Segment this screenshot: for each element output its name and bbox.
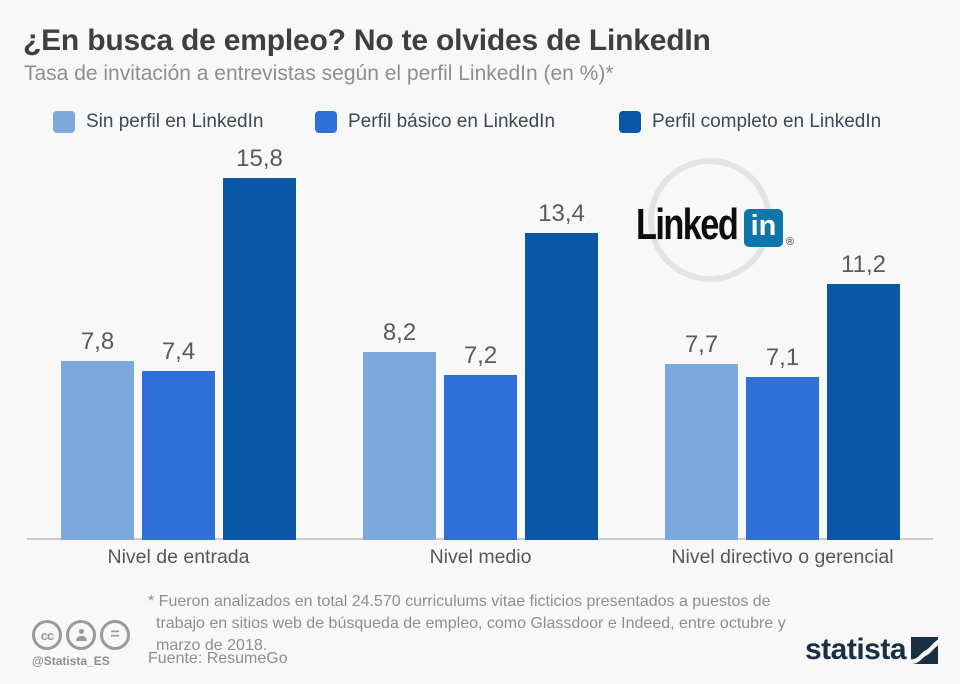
legend-label: Sin perfil en LinkedIn [86,111,264,132]
legend-label: Perfil completo en LinkedIn [652,111,882,132]
category-label: Nivel de entrada [107,546,250,568]
page-title: ¿En busca de empleo? No te olvides de Li… [23,24,711,57]
legend-swatch-sin-perfil [53,111,75,133]
creative-commons-icon: cc [32,620,62,650]
category-label: Nivel medio [429,546,532,568]
bar-value-label: 11,2 [841,251,886,278]
registered-trademark-mark: ® [786,236,795,248]
cc-license-icons: cc = [32,620,130,650]
bar-series3-group3 [827,284,900,540]
bar-series3-group1 [223,178,296,540]
bar-value-label: 15,8 [236,145,283,172]
linkedin-in-badge-icon: in [744,209,783,247]
legend-item-perfil-basico: Perfil básico en LinkedIn [315,110,555,134]
bar-series1-group2 [363,352,436,540]
legend-item-sin-perfil: Sin perfil en LinkedIn [53,110,263,134]
bar-series2-group3 [746,377,819,540]
category-label: Nivel directivo o gerencial [671,546,894,568]
legend-swatch-perfil-basico [315,111,337,133]
linkedin-logo-text: Linked [636,200,739,249]
attribution-person-icon [66,620,96,650]
bar-value-label: 8,2 [382,319,417,346]
page-subtitle: Tasa de invitación a entrevistas según e… [24,62,614,85]
legend-swatch-perfil-completo [619,111,641,133]
statista-logo-icon [911,637,939,664]
bar-value-label: 7,8 [80,328,115,355]
bar-series1-group3 [665,364,738,540]
bar-value-label: 7,7 [684,331,719,358]
bar-series2-group1 [142,371,215,540]
source-text: Fuente: ResumeGo [148,650,288,667]
no-derivatives-icon: = [100,620,130,650]
legend-item-perfil-completo: Perfil completo en LinkedIn [619,110,881,134]
legend-label: Perfil básico en LinkedIn [348,111,556,132]
statista-logo: statista [805,633,939,667]
bar-series1-group1 [61,361,134,540]
bar-value-label: 13,4 [538,200,585,227]
statista-handle: @Statista_ES [32,654,110,668]
bar-series2-group2 [444,375,517,540]
bar-series3-group2 [525,233,598,540]
statista-logo-text: statista [805,633,907,666]
bar-value-label: 7,1 [765,344,800,371]
bar-value-label: 7,4 [161,338,196,365]
bar-value-label: 7,2 [463,342,498,369]
footnote: * Fueron analizados en total 24.570 curr… [148,593,786,654]
